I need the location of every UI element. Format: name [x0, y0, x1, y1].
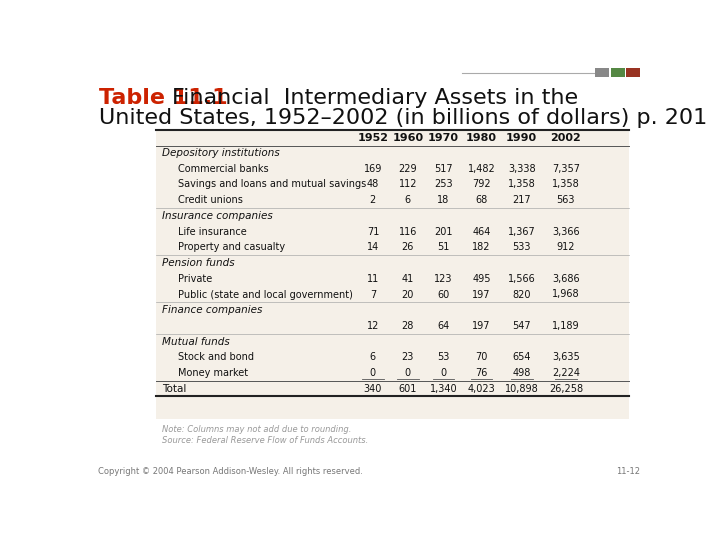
Text: 820: 820 — [513, 289, 531, 300]
Text: 2: 2 — [370, 195, 376, 205]
Text: 26: 26 — [402, 242, 414, 252]
Text: 1980: 1980 — [466, 133, 497, 143]
Text: Insurance companies: Insurance companies — [162, 211, 273, 221]
Text: Table 11.1: Table 11.1 — [99, 88, 228, 108]
Text: 1,358: 1,358 — [552, 179, 580, 190]
Text: 112: 112 — [398, 179, 417, 190]
Text: 18: 18 — [437, 195, 449, 205]
Text: Life insurance: Life insurance — [178, 227, 246, 237]
Text: Depository institutions: Depository institutions — [162, 148, 280, 158]
Bar — [156, 130, 629, 419]
Bar — [626, 68, 640, 77]
Text: 1952: 1952 — [357, 133, 388, 143]
Text: 76: 76 — [475, 368, 487, 378]
Text: 60: 60 — [437, 289, 449, 300]
Text: 41: 41 — [402, 274, 414, 284]
Text: 2,224: 2,224 — [552, 368, 580, 378]
Text: 547: 547 — [513, 321, 531, 331]
Text: 197: 197 — [472, 321, 490, 331]
Text: 464: 464 — [472, 227, 490, 237]
Text: 11-12: 11-12 — [616, 467, 640, 476]
Text: 1990: 1990 — [506, 133, 537, 143]
Text: 517: 517 — [434, 164, 453, 174]
Text: 10,898: 10,898 — [505, 384, 539, 394]
Text: 0: 0 — [441, 368, 446, 378]
Text: 1,482: 1,482 — [467, 164, 495, 174]
Text: 6: 6 — [370, 353, 376, 362]
Text: 1,340: 1,340 — [430, 384, 457, 394]
Text: Commercial banks: Commercial banks — [178, 164, 268, 174]
Text: 340: 340 — [364, 384, 382, 394]
Text: Source: Federal Reserve Flow of Funds Accounts.: Source: Federal Reserve Flow of Funds Ac… — [162, 436, 369, 445]
Text: 1,189: 1,189 — [552, 321, 580, 331]
Bar — [595, 68, 609, 77]
Text: 26,258: 26,258 — [549, 384, 583, 394]
Text: 11: 11 — [366, 274, 379, 284]
Text: 197: 197 — [472, 289, 490, 300]
Text: Mutual funds: Mutual funds — [162, 336, 230, 347]
Text: Savings and loans and mutual savings: Savings and loans and mutual savings — [178, 179, 366, 190]
Text: 217: 217 — [513, 195, 531, 205]
Text: 6: 6 — [405, 195, 411, 205]
Text: 1,358: 1,358 — [508, 179, 536, 190]
Text: 116: 116 — [399, 227, 417, 237]
Text: 912: 912 — [557, 242, 575, 252]
Text: 7: 7 — [370, 289, 376, 300]
Text: 0: 0 — [370, 368, 376, 378]
Text: Credit unions: Credit unions — [178, 195, 243, 205]
Text: 4,023: 4,023 — [467, 384, 495, 394]
Text: 23: 23 — [402, 353, 414, 362]
Text: 14: 14 — [366, 242, 379, 252]
Text: 71: 71 — [366, 227, 379, 237]
Text: 3,366: 3,366 — [552, 227, 580, 237]
Text: 1,968: 1,968 — [552, 289, 580, 300]
Text: 654: 654 — [513, 353, 531, 362]
Text: 1,367: 1,367 — [508, 227, 536, 237]
Text: 123: 123 — [434, 274, 453, 284]
Text: 2002: 2002 — [551, 133, 581, 143]
Text: Copyright © 2004 Pearson Addison-Wesley. All rights reserved.: Copyright © 2004 Pearson Addison-Wesley.… — [98, 467, 363, 476]
Text: 1,566: 1,566 — [508, 274, 536, 284]
Text: 0: 0 — [405, 368, 411, 378]
Text: 498: 498 — [513, 368, 531, 378]
Text: 70: 70 — [475, 353, 487, 362]
Text: 20: 20 — [402, 289, 414, 300]
Text: 1970: 1970 — [428, 133, 459, 143]
Text: 563: 563 — [557, 195, 575, 205]
Text: 253: 253 — [434, 179, 453, 190]
Text: United States, 1952–2002 (in billions of dollars) p. 201: United States, 1952–2002 (in billions of… — [99, 108, 708, 128]
Text: 1960: 1960 — [392, 133, 423, 143]
Text: 169: 169 — [364, 164, 382, 174]
Text: Property and casualty: Property and casualty — [178, 242, 284, 252]
Text: 495: 495 — [472, 274, 490, 284]
Text: 533: 533 — [513, 242, 531, 252]
Text: 3,686: 3,686 — [552, 274, 580, 284]
Text: 182: 182 — [472, 242, 490, 252]
Text: 201: 201 — [434, 227, 453, 237]
Text: 3,338: 3,338 — [508, 164, 536, 174]
Text: 28: 28 — [402, 321, 414, 331]
Text: 229: 229 — [398, 164, 417, 174]
Text: 51: 51 — [437, 242, 449, 252]
Text: 53: 53 — [437, 353, 449, 362]
Bar — [611, 68, 625, 77]
Text: 7,357: 7,357 — [552, 164, 580, 174]
Text: 64: 64 — [437, 321, 449, 331]
Text: 48: 48 — [366, 179, 379, 190]
Text: 68: 68 — [475, 195, 487, 205]
Text: 601: 601 — [399, 384, 417, 394]
Text: Private: Private — [178, 274, 212, 284]
Text: Public (state and local government): Public (state and local government) — [178, 289, 353, 300]
Text: Money market: Money market — [178, 368, 248, 378]
Text: Total: Total — [162, 384, 186, 394]
Text: Financial  Intermediary Assets in the: Financial Intermediary Assets in the — [172, 88, 578, 108]
Text: 12: 12 — [366, 321, 379, 331]
Text: 3,635: 3,635 — [552, 353, 580, 362]
Text: Stock and bond: Stock and bond — [178, 353, 253, 362]
Text: Note: Columns may not add due to rounding.: Note: Columns may not add due to roundin… — [162, 425, 351, 434]
Text: 792: 792 — [472, 179, 491, 190]
Text: Pension funds: Pension funds — [162, 258, 235, 268]
Text: Finance companies: Finance companies — [162, 305, 263, 315]
